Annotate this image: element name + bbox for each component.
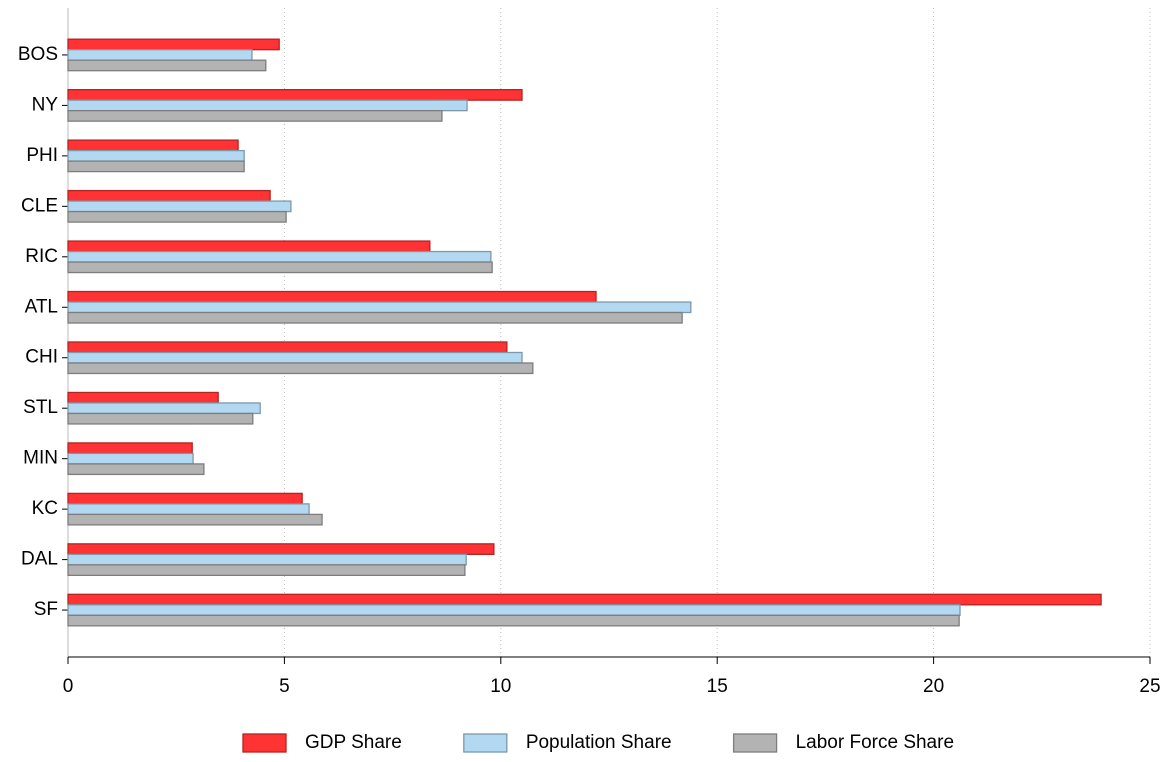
x-tick-label: 5: [279, 676, 290, 697]
bar: [67, 463, 205, 476]
bar: [67, 412, 254, 425]
y-tick-label: NY: [32, 94, 59, 115]
bar: [67, 240, 431, 253]
bar: [67, 442, 193, 455]
bar: [67, 593, 1102, 606]
bar: [67, 189, 271, 202]
bar: [67, 503, 310, 516]
bar: [67, 452, 194, 465]
x-tick-label: 20: [923, 676, 944, 697]
y-tick-label: CLE: [21, 195, 58, 216]
bar: [67, 543, 495, 555]
y-tick-label: KC: [32, 498, 58, 519]
bar: [67, 149, 245, 162]
bar: [67, 362, 534, 375]
bar: [67, 290, 597, 303]
legend-label: Population Share: [526, 732, 672, 753]
y-tick-label: DAL: [21, 549, 58, 570]
y-tick-label: PHI: [26, 145, 58, 166]
bar: [67, 604, 961, 616]
bar: [67, 513, 323, 526]
bar: [67, 210, 287, 223]
y-tick-label: ATL: [25, 296, 58, 317]
bar: [67, 160, 245, 173]
x-tick-label: 15: [707, 676, 728, 697]
bar: [67, 391, 219, 404]
bar: [67, 402, 261, 415]
bar: [67, 38, 280, 51]
bar: [67, 564, 466, 576]
bar: [67, 250, 492, 263]
x-tick-label: 0: [63, 676, 74, 697]
bar: [67, 89, 523, 101]
bar: [67, 492, 303, 505]
x-tick-label: 10: [490, 676, 511, 697]
bar: [67, 311, 683, 324]
bar: [67, 59, 267, 72]
bar: [67, 301, 692, 314]
legend-swatch: [463, 733, 508, 753]
bar: [67, 200, 292, 213]
bar: [67, 341, 508, 354]
bar: [67, 99, 468, 112]
bar: [67, 614, 960, 627]
bar: [67, 110, 443, 122]
y-tick-label: SF: [34, 599, 58, 620]
bar: [67, 49, 253, 61]
legend-label: Labor Force Share: [796, 732, 954, 753]
legend-swatch: [242, 733, 287, 753]
x-tick-label: 25: [1139, 676, 1160, 697]
y-tick-label: RIC: [25, 246, 58, 267]
legend-label: GDP Share: [305, 732, 402, 753]
y-tick-label: STL: [23, 397, 58, 418]
y-tick-label: CHI: [25, 347, 58, 368]
bar: [67, 351, 523, 364]
y-tick-label: BOS: [18, 44, 58, 65]
bar: [67, 553, 467, 566]
y-tick-label: MIN: [23, 448, 58, 469]
bar: [67, 261, 493, 274]
legend-swatch: [732, 733, 778, 753]
bar: [67, 139, 239, 152]
